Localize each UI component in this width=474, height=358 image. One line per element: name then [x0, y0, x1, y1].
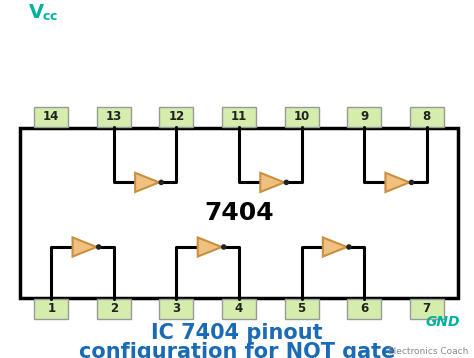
Bar — [347, 299, 381, 319]
Text: 14: 14 — [43, 111, 59, 124]
Text: $\mathbf{V}$: $\mathbf{V}$ — [28, 3, 45, 22]
Bar — [222, 107, 256, 127]
Bar — [159, 299, 193, 319]
Circle shape — [284, 180, 289, 184]
Text: GND: GND — [426, 315, 460, 329]
Bar — [34, 299, 68, 319]
Bar — [159, 107, 193, 127]
Text: configuration for NOT gate: configuration for NOT gate — [79, 342, 395, 358]
Bar — [97, 107, 131, 127]
Text: 7: 7 — [423, 303, 431, 315]
Polygon shape — [323, 237, 347, 257]
Bar — [284, 107, 319, 127]
Circle shape — [97, 245, 101, 249]
Text: 4: 4 — [235, 303, 243, 315]
Polygon shape — [135, 173, 159, 192]
Bar — [20, 128, 458, 298]
Text: 2: 2 — [110, 303, 118, 315]
Text: IC 7404 pinout: IC 7404 pinout — [151, 323, 323, 343]
Text: 1: 1 — [47, 303, 55, 315]
Circle shape — [159, 180, 164, 184]
Text: 5: 5 — [298, 303, 306, 315]
Circle shape — [347, 245, 351, 249]
Polygon shape — [260, 173, 284, 192]
Text: 13: 13 — [106, 111, 122, 124]
Bar — [410, 299, 444, 319]
Text: 10: 10 — [293, 111, 310, 124]
Bar — [222, 299, 256, 319]
Polygon shape — [198, 237, 222, 257]
Bar — [410, 107, 444, 127]
Text: 11: 11 — [231, 111, 247, 124]
Polygon shape — [73, 237, 97, 257]
Bar — [34, 107, 68, 127]
Text: 6: 6 — [360, 303, 368, 315]
Text: 7404: 7404 — [204, 201, 274, 225]
Circle shape — [222, 245, 226, 249]
Text: 12: 12 — [168, 111, 184, 124]
Text: 9: 9 — [360, 111, 368, 124]
Circle shape — [410, 180, 414, 184]
Polygon shape — [385, 173, 410, 192]
Text: 3: 3 — [173, 303, 181, 315]
Text: 8: 8 — [423, 111, 431, 124]
Text: $\mathbf{cc}$: $\mathbf{cc}$ — [42, 10, 58, 23]
Bar — [97, 299, 131, 319]
Bar — [284, 299, 319, 319]
Bar — [347, 107, 381, 127]
Text: Electronics Coach: Electronics Coach — [388, 347, 468, 356]
